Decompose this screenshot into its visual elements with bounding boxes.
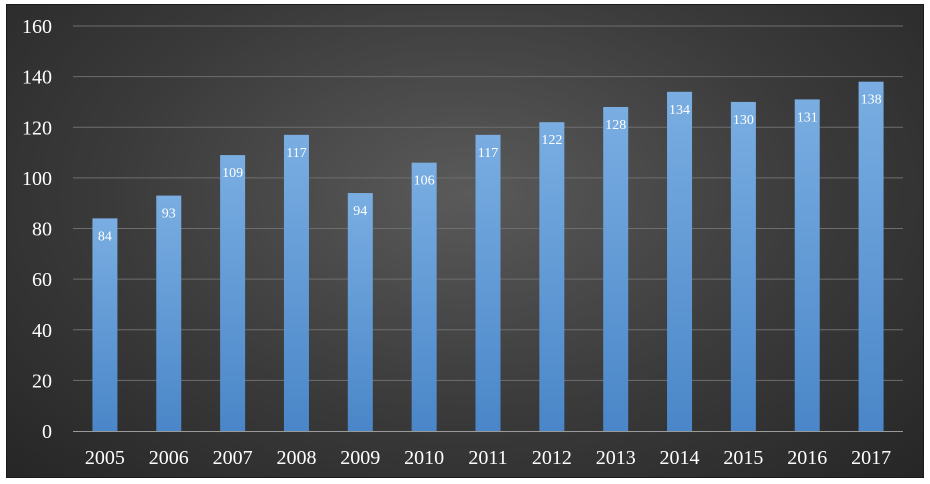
- x-tick-label-2009: 2009: [340, 447, 380, 469]
- bar-2016: [794, 99, 820, 431]
- data-label-2016: 131: [797, 110, 818, 125]
- bar-2005: [92, 218, 118, 431]
- bar-2012: [539, 122, 565, 431]
- data-label-2007: 109: [222, 166, 243, 181]
- x-tick-label-2012: 2012: [532, 447, 572, 469]
- y-tick-label-140: 140: [22, 67, 52, 89]
- bar-2014: [667, 91, 693, 431]
- bar-2017: [858, 81, 884, 431]
- bar-2015: [730, 101, 756, 431]
- data-label-2009: 94: [353, 204, 367, 219]
- data-label-2014: 134: [669, 103, 690, 118]
- bar-2013: [603, 107, 629, 431]
- x-tick-label-2016: 2016: [787, 447, 827, 469]
- data-label-2013: 128: [605, 118, 626, 133]
- bar-2010: [411, 162, 437, 431]
- data-label-2005: 84: [98, 229, 112, 244]
- y-axis-tick-labels: 0 20 40 60 80 100 120 140 160: [22, 16, 52, 443]
- y-tick-label-160: 160: [22, 16, 52, 38]
- x-tick-label-2017: 2017: [851, 447, 891, 469]
- y-tick-label-100: 100: [22, 168, 52, 190]
- x-tick-label-2006: 2006: [149, 447, 189, 469]
- chart-area: 0 20 40 60 80 100 120 140 160 84 93 109 117 94 106 117…: [6, 4, 924, 478]
- x-tick-label-2010: 2010: [404, 447, 444, 469]
- y-tick-label-60: 60: [32, 269, 52, 291]
- x-tick-label-2008: 2008: [276, 447, 316, 469]
- x-axis-tick-labels: 2005 2006 2007 2008 2009 2010 2011 2012 2013 2014…: [85, 447, 891, 469]
- bar-2011: [475, 134, 501, 431]
- data-label-2011: 117: [478, 146, 498, 161]
- data-label-2006: 93: [162, 207, 176, 222]
- x-tick-label-2007: 2007: [213, 447, 253, 469]
- y-tick-label-120: 120: [22, 117, 52, 139]
- data-label-2015: 130: [733, 113, 754, 128]
- bar-2007: [220, 155, 246, 431]
- x-tick-label-2014: 2014: [660, 447, 700, 469]
- x-tick-label-2005: 2005: [85, 447, 125, 469]
- data-labels: 84 93 109 117 94 106 117 122 128 134 130 131 138: [98, 93, 882, 245]
- x-tick-label-2015: 2015: [723, 447, 763, 469]
- data-label-2010: 106: [414, 174, 435, 189]
- data-label-2017: 138: [861, 93, 882, 108]
- y-tick-label-40: 40: [32, 320, 52, 342]
- bar-2009: [347, 193, 373, 431]
- x-tick-label-2011: 2011: [468, 447, 507, 469]
- y-tick-label-80: 80: [32, 219, 52, 241]
- bar-2008: [283, 134, 309, 431]
- x-tick-label-2013: 2013: [596, 447, 636, 469]
- data-label-2008: 117: [286, 146, 306, 161]
- y-tick-label-20: 20: [32, 370, 52, 392]
- data-label-2012: 122: [541, 133, 562, 148]
- bars: [92, 81, 884, 431]
- bar-2006: [156, 195, 182, 431]
- bar-chart: 0 20 40 60 80 100 120 140 160 84 93 109 117 94 106 117…: [22, 16, 903, 469]
- y-tick-label-0: 0: [42, 421, 52, 443]
